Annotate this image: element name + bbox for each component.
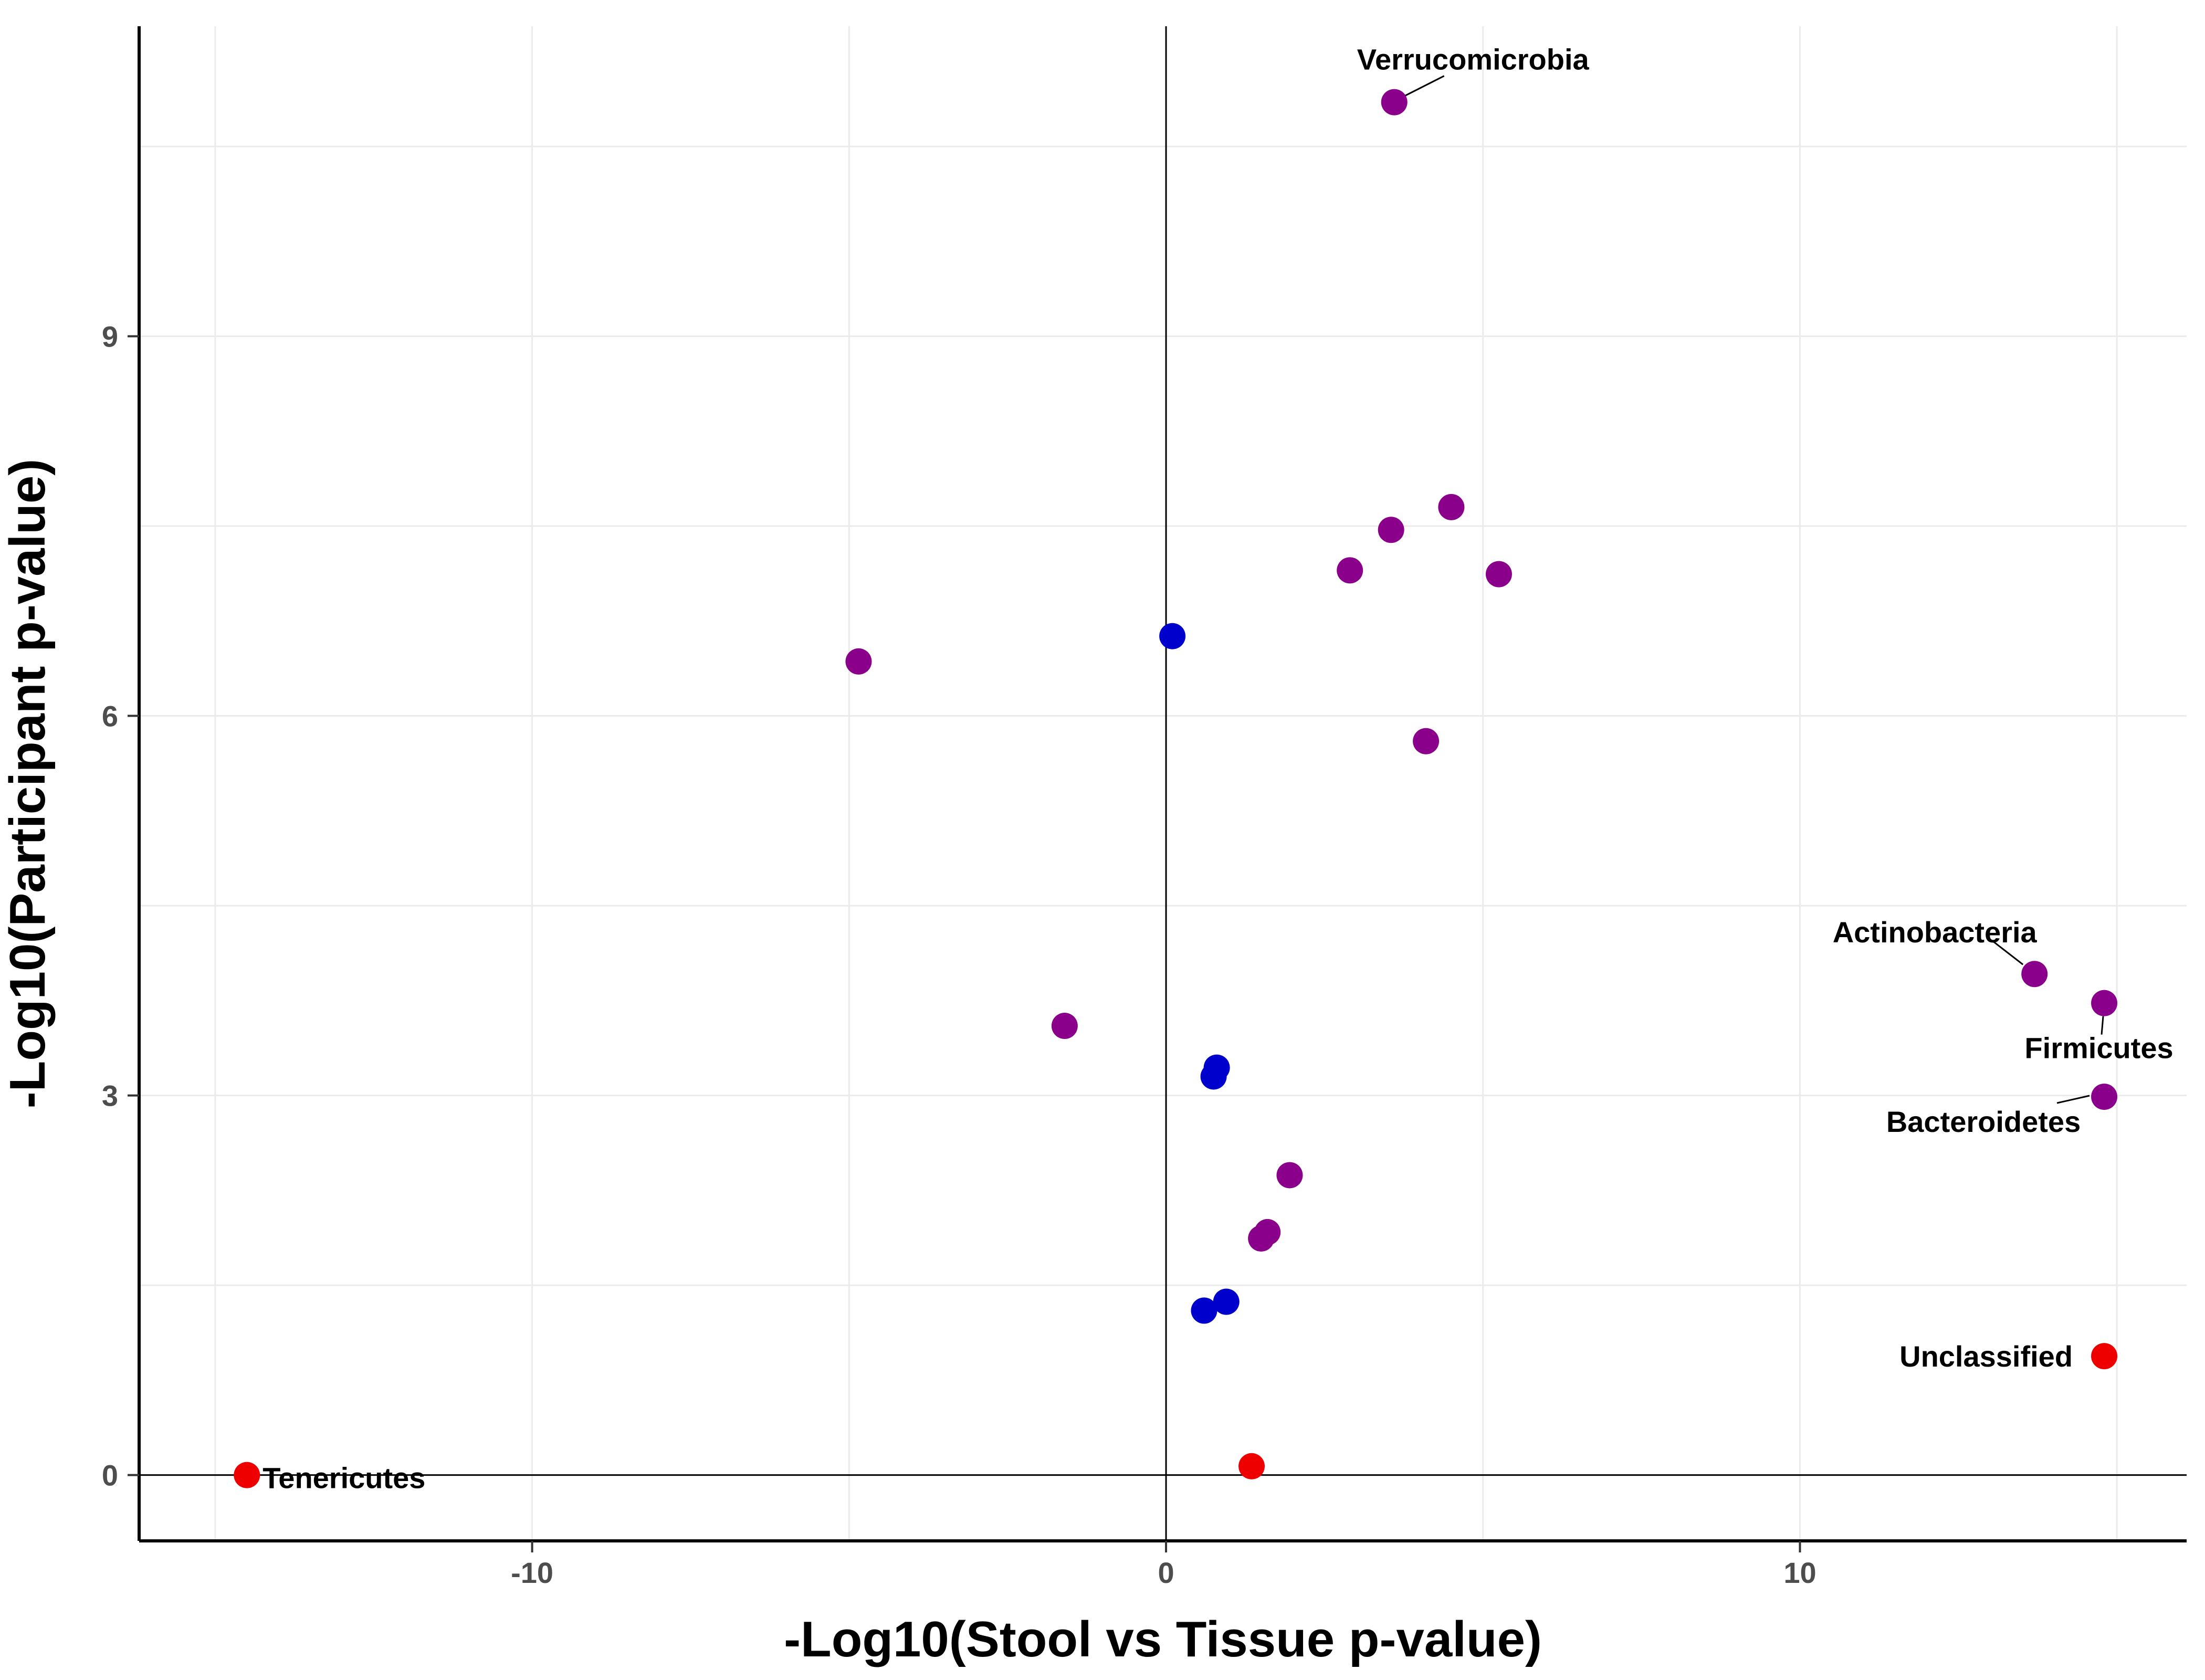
grid-lines xyxy=(139,26,2187,1541)
data-point xyxy=(234,1462,260,1488)
data-point xyxy=(1213,1288,1240,1315)
x-tick-label: 10 xyxy=(1783,1556,1816,1589)
point-label: Tenericutes xyxy=(262,1462,425,1495)
data-point xyxy=(1485,561,1512,587)
tick-marks-and-labels: -10 0 10 0 3 6 9 xyxy=(102,320,1816,1589)
label-connector xyxy=(2101,1016,2104,1035)
point-label: Verrucomicrobia xyxy=(1357,43,1590,76)
point-label: Unclassified xyxy=(1899,1340,2073,1373)
data-point xyxy=(1378,517,1404,543)
data-point xyxy=(2091,1343,2118,1370)
data-point xyxy=(1381,89,1408,116)
point-label: Bacteroidetes xyxy=(1886,1105,2081,1138)
data-point xyxy=(2021,961,2048,988)
label-connectors xyxy=(1404,75,2104,1104)
label-connector xyxy=(1992,940,2024,965)
data-point xyxy=(1413,728,1440,754)
data-point xyxy=(1438,494,1465,520)
data-point xyxy=(1191,1297,1217,1324)
data-points xyxy=(234,89,2118,1488)
data-point xyxy=(845,648,872,675)
data-point xyxy=(1248,1225,1275,1252)
y-tick-label: 6 xyxy=(102,700,118,733)
label-connector xyxy=(2056,1095,2090,1104)
y-tick-label: 0 xyxy=(102,1459,118,1492)
data-point xyxy=(1159,623,1186,649)
data-point xyxy=(1238,1453,1265,1479)
data-point xyxy=(1276,1162,1303,1189)
point-label: Firmicutes xyxy=(2024,1032,2173,1065)
data-point xyxy=(1337,557,1363,584)
y-axis-title: -Log10(Participant p-value) xyxy=(0,459,56,1109)
x-tick-label: 0 xyxy=(1158,1556,1174,1589)
x-tick-label: -10 xyxy=(511,1556,553,1589)
data-point xyxy=(2091,1084,2118,1110)
y-tick-label: 3 xyxy=(102,1079,118,1112)
x-axis-title: -Log10(Stool vs Tissue p-value) xyxy=(784,1611,1542,1667)
reference-lines xyxy=(139,26,2187,1541)
axes xyxy=(138,26,2187,1542)
data-point xyxy=(1200,1063,1227,1090)
point-label: Actinobacteria xyxy=(1833,916,2038,949)
data-point xyxy=(1051,1013,1078,1040)
point-labels: Verrucomicrobia Tenericutes Actinobacteria… xyxy=(262,43,2173,1495)
data-point xyxy=(2091,990,2118,1016)
label-connector xyxy=(1404,75,1445,97)
y-tick-label: 9 xyxy=(102,320,118,353)
